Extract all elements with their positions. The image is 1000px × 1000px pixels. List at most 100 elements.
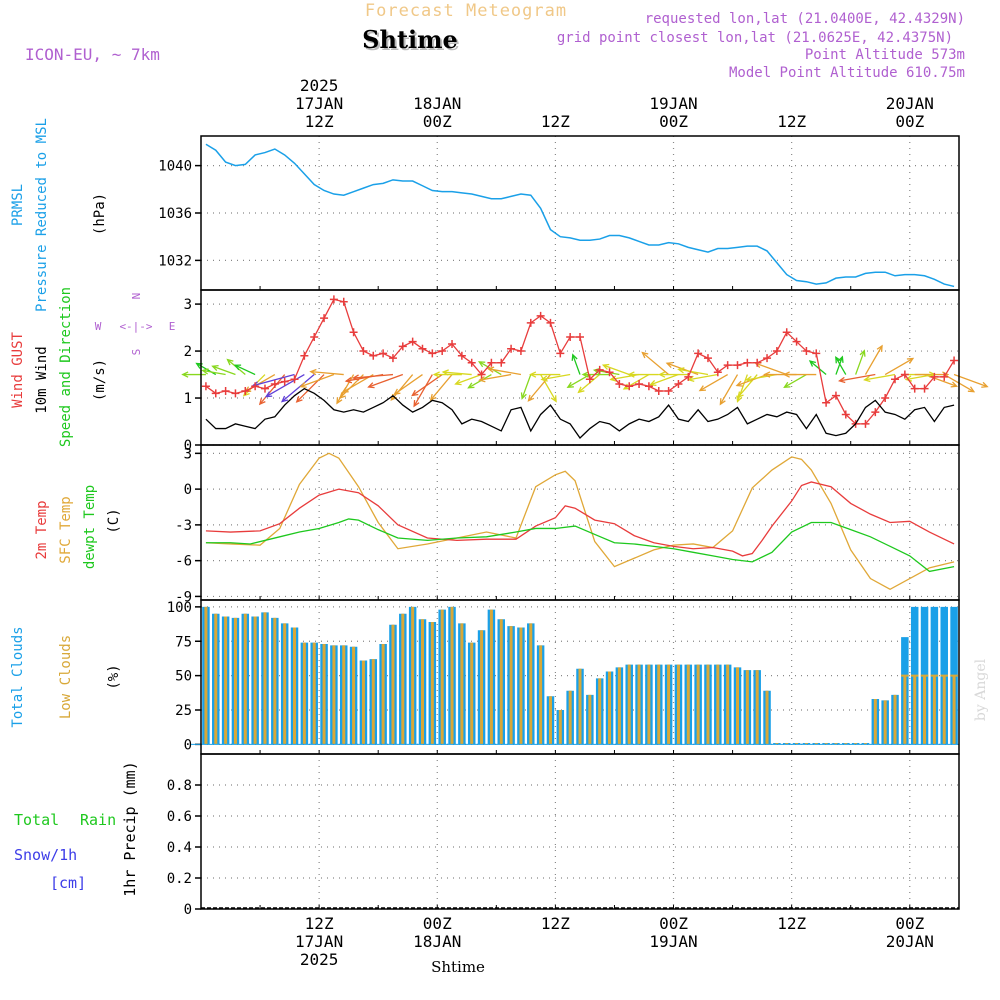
gust-line [205, 298, 955, 425]
low-cloud-cap [910, 674, 919, 677]
wind-arrow [368, 373, 404, 388]
wind-arrow [855, 350, 865, 375]
bottom-time-label: 12Z [777, 914, 806, 933]
gust-marker [270, 379, 279, 388]
wind-arrow [755, 362, 787, 376]
low-cloud-bar [568, 690, 572, 745]
y-tick-label: 0 [184, 482, 192, 498]
temp-dewpt-line [205, 518, 955, 573]
wind-arrow-head [295, 395, 303, 403]
low-cloud-bar [736, 667, 740, 745]
wind-arrow-head [698, 385, 706, 392]
y-tick-label: 0.4 [167, 840, 192, 856]
low-cloud-bar [814, 743, 818, 745]
low-cloud-bar [588, 694, 592, 745]
wind-arrow-head [641, 351, 649, 359]
wind-arrow-head [233, 364, 242, 371]
bottom-time-label: 2025 [300, 950, 339, 969]
gust-marker [507, 344, 516, 353]
wind-arrow-head [341, 386, 349, 393]
gust-marker [231, 389, 240, 398]
wind-arrow-head [808, 360, 816, 367]
low-cloud-bar [322, 644, 326, 745]
gust-marker [388, 354, 397, 363]
gust-marker [487, 358, 496, 367]
gust-marker [861, 419, 870, 428]
wind-arrow-head [658, 371, 666, 378]
y-tick-label: 0.8 [167, 778, 192, 794]
y-tick-label: 75 [175, 634, 192, 650]
gust-marker [684, 372, 693, 381]
bottom-time-label: 18JAN [413, 932, 461, 951]
wind-arrow-head [763, 371, 771, 378]
low-cloud-bar [883, 700, 887, 745]
wind-arrow [809, 360, 827, 376]
wind-arrow-head [744, 375, 753, 383]
gust-marker [743, 358, 752, 367]
wind-arrow-head [344, 377, 353, 384]
gust-marker [615, 379, 624, 388]
low-cloud-bar [795, 743, 799, 745]
low-cloud-bar [706, 664, 710, 745]
wind-arrow-head [719, 398, 726, 406]
low-cloud-bar [696, 664, 700, 745]
gust-marker [940, 372, 949, 381]
gust-marker [329, 295, 338, 304]
y-tick-label: 50 [175, 669, 192, 685]
low-cloud-bar [608, 671, 612, 745]
gust-marker [900, 370, 909, 379]
gust-marker [950, 356, 959, 365]
low-cloud-bar [371, 659, 375, 745]
low-cloud-bar [224, 616, 228, 745]
gust-marker [369, 351, 378, 360]
wind-arrow-head [876, 344, 883, 352]
wind-arrow [202, 369, 226, 376]
low-cloud-bar [204, 606, 208, 745]
wind-arrow [353, 373, 394, 379]
low-cloud-bar [470, 642, 474, 745]
wind-arrow-head [336, 397, 343, 405]
credit-watermark: by Angel [973, 658, 989, 721]
top-time-label: 00Z [423, 112, 452, 131]
gust-marker [595, 365, 604, 374]
cloud-baseline [191, 743, 959, 745]
wind-gust-label: Wind GUST [10, 332, 26, 408]
wind-arrow-head [782, 371, 790, 378]
top-time-label: 12Z [305, 112, 334, 131]
low-cloud-bar [342, 645, 346, 745]
gust-marker [782, 328, 791, 337]
wind-arrow [578, 374, 601, 393]
wind-arrow [212, 365, 236, 376]
precip-mm-label: 1hr Precip (mm) [121, 761, 139, 896]
requested-coords: requested lon,lat (21.0400E, 42.4329N) [645, 11, 965, 27]
low-cloud-cap [920, 674, 929, 677]
gust-marker [733, 361, 742, 370]
wind-arrow [864, 373, 896, 381]
top-time-label: 00Z [659, 112, 688, 131]
temp-2m-label: 2m Temp [34, 500, 50, 559]
gust-marker [536, 311, 545, 320]
precip-snow-label: Snow/1h [14, 846, 77, 864]
gust-marker [418, 344, 427, 353]
wind-arrow-head [529, 371, 537, 378]
gust-marker [546, 318, 555, 327]
wind-arrow [641, 352, 670, 376]
top-time-label: 00Z [895, 112, 924, 131]
gust-marker [467, 358, 476, 367]
low-cloud-bar [755, 670, 759, 745]
low-cloud-bar [332, 645, 336, 745]
top-time-label: 12Z [777, 112, 806, 131]
low-cloud-bar [617, 667, 621, 745]
gust-marker [428, 349, 437, 358]
gust-marker [910, 384, 919, 393]
low-cloud-bar [598, 678, 602, 745]
y-tick-label: 1 [184, 391, 192, 407]
y-tick-label: 25 [175, 703, 192, 719]
gust-marker [566, 332, 575, 341]
gust-marker [526, 318, 535, 327]
wind-arrow [411, 374, 443, 396]
y-tick-label: 1032 [158, 253, 192, 269]
wind-arrow [603, 364, 630, 376]
low-cloud-bar [863, 743, 867, 745]
y-tick-label: 1036 [158, 206, 192, 222]
